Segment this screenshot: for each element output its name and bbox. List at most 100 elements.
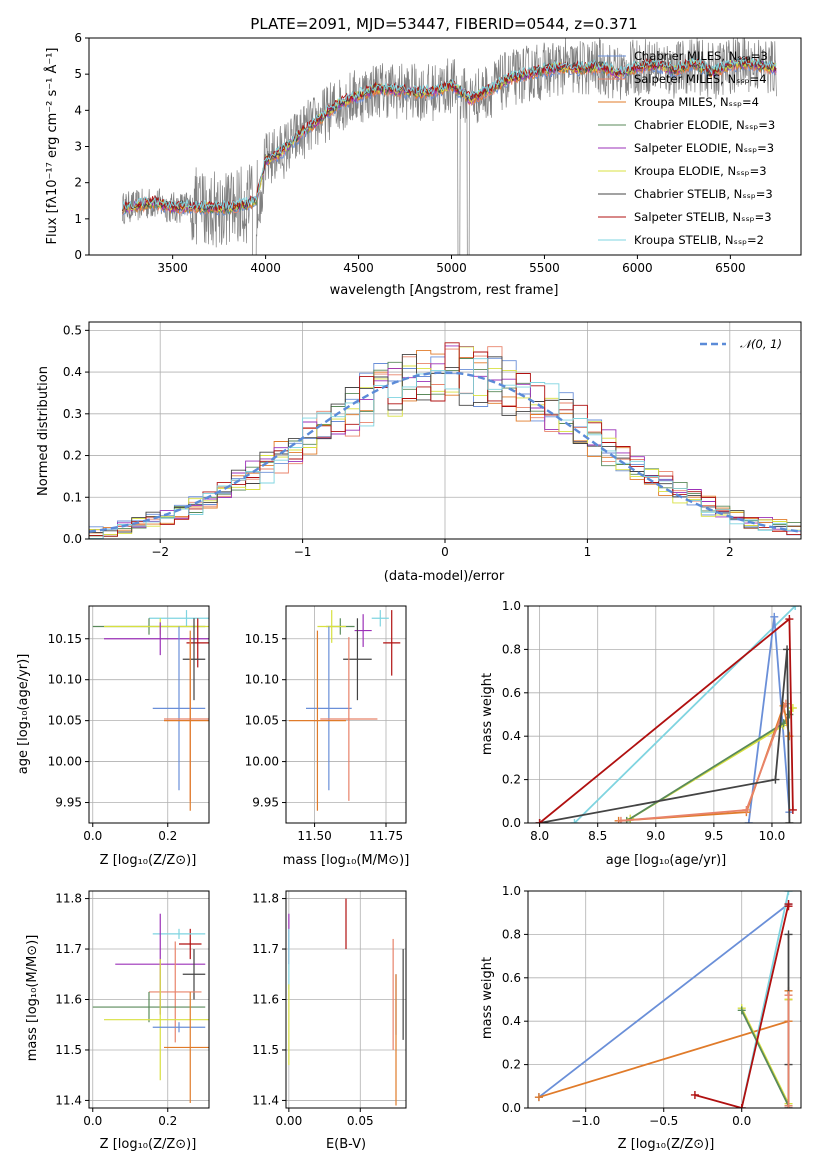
mass-weight-vs-age-ylabel: mass weight — [480, 673, 495, 755]
y-tick-label: 11.8 — [252, 892, 279, 906]
x-tick-label: 5500 — [529, 261, 560, 275]
legend-label: Salpeter MILES, Nₛₛₚ=4 — [634, 72, 767, 86]
mass-weight-line — [740, 1010, 790, 1107]
y-tick-label: 0 — [74, 248, 82, 262]
y-tick-label: 4 — [74, 103, 82, 117]
x-tick-label: 0.2 — [158, 829, 177, 843]
y-tick-label: 1.0 — [502, 884, 521, 898]
x-tick-label: 11.50 — [297, 829, 331, 843]
y-tick-label: 5 — [74, 67, 82, 81]
y-tick-label: 0.8 — [502, 927, 521, 941]
y-tick-label: 9.95 — [252, 796, 279, 810]
mass-vs-z-xlabel: Z [log₁₀(Z/Z⊙)] — [100, 1137, 197, 1152]
y-tick-label: 10.05 — [48, 714, 82, 728]
error-bar-point — [149, 941, 202, 1043]
x-tick-label: 4000 — [250, 261, 281, 275]
error-bar-point — [152, 928, 206, 939]
x-tick-label: 4500 — [343, 261, 374, 275]
legend-label: Chabrier ELODIE, Nₛₛₚ=3 — [634, 118, 775, 132]
error-bar-point — [383, 610, 401, 676]
mass-weight-line — [538, 903, 790, 1098]
y-tick-label: 2 — [74, 176, 82, 190]
x-tick-label: 1 — [584, 545, 592, 559]
legend-label: Chabrier MILES, Nₛₛₚ=3 — [634, 49, 768, 63]
plot-content — [89, 342, 801, 539]
mass-vs-ebv-xlabel: E(B-V) — [326, 1137, 366, 1152]
y-tick-label: 11.7 — [55, 942, 82, 956]
age-vs-mass-panel: 11.50 11.75 9.95 10.00 10.05 10.10 10.15 mass … — [245, 605, 409, 868]
plot-content — [535, 606, 800, 823]
x-tick-label: 0.00 — [275, 1114, 302, 1128]
mass-weight-marker — [788, 805, 797, 814]
spectrum-title: PLATE=2091, MJD=53447, FIBERID=0544, z=0… — [250, 15, 637, 33]
y-tick-label: 11.7 — [252, 942, 279, 956]
mass-weight-marker — [784, 991, 793, 1000]
mass-vs-ebv-panel: 0.00 0.05 11.4 11.5 11.6 11.7 11.8 E(B-V) — [252, 890, 407, 1152]
mass-weight-marker — [784, 1101, 793, 1108]
mass-weight-marker — [785, 615, 794, 624]
y-tick-label: 11.5 — [55, 1043, 82, 1057]
x-tick-label: 0.2 — [158, 1114, 177, 1128]
residuals-panel: −2 −1 0 1 2 0.0 0.1 0.2 0.3 0.4 0.5 𝒩(0, 1) (data-m… — [36, 321, 802, 584]
plot-content — [92, 913, 209, 1103]
mass-weight-marker — [771, 775, 780, 784]
mass-weight-marker — [784, 930, 793, 939]
y-tick-label: 10.10 — [48, 673, 82, 687]
y-tick-label: 0.2 — [63, 449, 82, 463]
age-vs-z-xlabel: Z [log₁₀(Z/Z⊙)] — [100, 853, 197, 868]
error-bar-point — [288, 630, 346, 811]
spectrum-ylabel: Flux [fλ10⁻¹⁷ erg cm⁻² s⁻¹ Å⁻¹] — [44, 48, 60, 245]
mass-weight-vs-z-xlabel: Z [log₁₀(Z/Z⊙)] — [618, 1137, 715, 1152]
plot-content — [288, 610, 401, 811]
x-tick-label: 0.0 — [83, 1114, 102, 1128]
residual-histogram — [89, 358, 801, 539]
x-tick-label: 0.0 — [83, 829, 102, 843]
plot-content — [288, 898, 404, 1106]
y-tick-label: 0.8 — [502, 642, 521, 656]
error-bar-point — [320, 637, 378, 801]
residuals-xlabel: (data-model)/error — [384, 569, 505, 584]
x-tick-label: 11.75 — [369, 829, 403, 843]
mass-weight-marker — [791, 606, 800, 610]
y-tick-label: 0.1 — [63, 490, 82, 504]
plot-area — [528, 606, 801, 823]
mass-weight-marker — [784, 902, 793, 911]
mass-weight-marker — [616, 816, 625, 823]
error-bar-point — [343, 618, 372, 701]
x-tick-label: −0.5 — [649, 1114, 678, 1128]
spectrum-xlabel: wavelength [Angstrom, rest frame] — [330, 283, 559, 298]
axes-frame — [527, 890, 802, 1109]
y-tick-label: 0.4 — [63, 365, 82, 379]
legend-label: Kroupa STELIB, Nₛₛₚ=2 — [634, 233, 764, 247]
y-tick-label: 0.6 — [502, 686, 521, 700]
mass-weight-marker — [570, 819, 579, 823]
x-tick-label: 3500 — [157, 261, 188, 275]
y-tick-label: 0.2 — [502, 1058, 521, 1072]
x-tick-label: 6500 — [715, 261, 746, 275]
y-tick-label: 0.4 — [502, 1014, 521, 1028]
y-tick-label: 0.4 — [502, 729, 521, 743]
x-tick-label: 10.0 — [759, 829, 786, 843]
legend-label: Kroupa MILES, Nₛₛₚ=4 — [634, 95, 759, 109]
plot-content — [534, 891, 793, 1108]
error-bar-point — [182, 618, 206, 701]
mass-weight-marker — [534, 1093, 543, 1102]
mass-weight-marker — [535, 819, 544, 823]
x-tick-label: 8.0 — [530, 829, 549, 843]
age-vs-z-panel: 0.0 0.2 9.95 10.00 10.05 10.10 10.15 Z [log₁₀(… — [16, 605, 210, 868]
error-bar-point — [164, 991, 209, 1103]
residuals-ylabel: Normed distribution — [36, 366, 51, 496]
observed-spectrum — [122, 38, 777, 255]
x-tick-label: −1 — [294, 545, 312, 559]
y-tick-label: 0.0 — [63, 532, 82, 546]
mass-weight-vs-z-ylabel: mass weight — [480, 957, 495, 1039]
axes-frame — [527, 605, 802, 824]
y-tick-label: 0.5 — [63, 323, 82, 337]
y-tick-label: 10.05 — [245, 714, 279, 728]
mass-weight-vs-age-xlabel: age [log₁₀(age/yr)] — [606, 853, 727, 868]
legend-label: Salpeter STELIB, Nₛₛₚ=3 — [634, 210, 772, 224]
error-bar-point — [371, 610, 389, 627]
error-bar-point — [306, 626, 352, 791]
y-tick-label: 0.0 — [502, 816, 521, 830]
y-tick-label: 1 — [74, 212, 82, 226]
